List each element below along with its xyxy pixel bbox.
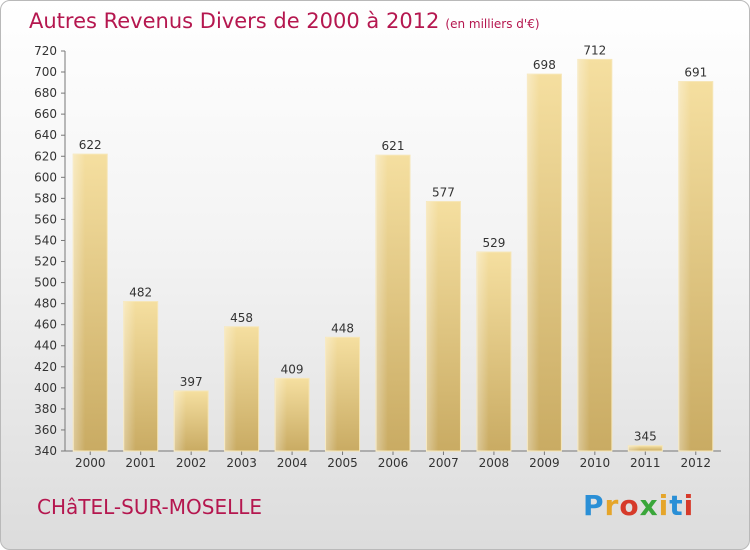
y-tick-label: 700 — [34, 65, 57, 79]
bar-highlight — [174, 391, 187, 451]
logo-letter: t — [669, 489, 684, 522]
y-tick-label: 460 — [34, 318, 57, 332]
y-tick-label: 620 — [34, 149, 57, 163]
x-tick-label: 2001 — [125, 456, 156, 470]
bar-highlight — [376, 155, 388, 452]
x-tick-label: 2005 — [327, 456, 358, 470]
y-tick-label: 580 — [34, 191, 57, 205]
y-tick-label: 600 — [34, 170, 57, 184]
y-tick-label: 680 — [34, 86, 57, 100]
logo-letter: i — [683, 489, 695, 522]
x-tick-label: 2000 — [75, 456, 106, 470]
bar-value-label: 577 — [432, 186, 455, 200]
bar-value-label: 691 — [684, 66, 707, 80]
chart-unit: (en milliers d'€) — [445, 17, 540, 31]
y-tick-label: 660 — [34, 107, 57, 121]
x-tick-label: 2004 — [277, 456, 308, 470]
bar-value-label: 448 — [331, 321, 354, 335]
y-tick-label: 560 — [34, 212, 57, 226]
bar-highlight — [577, 59, 590, 451]
x-tick-label: 2007 — [428, 456, 459, 470]
x-tick-label: 2009 — [529, 456, 560, 470]
bar-value-label: 529 — [482, 236, 505, 250]
y-tick-label: 340 — [34, 444, 57, 458]
bar-value-label: 397 — [180, 375, 203, 389]
bar-highlight — [123, 301, 136, 451]
y-tick-label: 500 — [34, 276, 57, 290]
bar-highlight — [224, 326, 237, 451]
y-axis: 340 360 380 400 420 440 460 480 500 520 540 560 580 6… — [34, 44, 66, 458]
y-tick-label: 440 — [34, 339, 57, 353]
chart-title: Autres Revenus Divers de 2000 à 2012 (en … — [29, 9, 540, 33]
bar-highlight — [73, 154, 86, 451]
bar-value-label: 622 — [79, 138, 102, 152]
x-tick-label: 2002 — [176, 456, 207, 470]
proxiti-logo: Proxiti — [583, 489, 694, 522]
x-tick-label: 2006 — [378, 456, 409, 470]
logo-letter: x — [639, 489, 659, 522]
bar-value-label: 482 — [129, 286, 152, 300]
bar-value-label: 712 — [583, 43, 606, 57]
x-tick-label: 2010 — [580, 456, 611, 470]
y-tick-label: 420 — [34, 360, 57, 374]
x-tick-label: 2012 — [680, 456, 711, 470]
x-tick-label: 2011 — [630, 456, 661, 470]
logo-letter: i — [658, 489, 670, 522]
chart-title-text: Autres Revenus Divers de 2000 à 2012 — [29, 9, 440, 33]
bar-highlight — [275, 378, 287, 451]
bar-highlight — [678, 81, 691, 452]
value-labels: 622 482 397 458 409 448 621 577 529 698 712 345 691 — [79, 43, 707, 443]
y-tick-label: 380 — [34, 402, 57, 416]
x-tick-label: 2003 — [226, 456, 257, 470]
bar-value-label: 345 — [634, 430, 657, 444]
place-name: CHâTEL-SUR-MOSELLE — [37, 495, 263, 519]
bar-highlight — [527, 74, 540, 451]
y-tick-label: 640 — [34, 128, 57, 142]
bars — [72, 58, 714, 452]
x-tick-label: 2008 — [479, 456, 510, 470]
bar-highlight — [628, 445, 641, 451]
bar-value-label: 458 — [230, 311, 253, 325]
bar-value-label: 621 — [382, 139, 405, 153]
logo-letter: r — [604, 489, 620, 522]
y-tick-label: 540 — [34, 233, 57, 247]
y-tick-label: 520 — [34, 255, 57, 269]
logo-letter: P — [583, 489, 605, 522]
bar-value-label: 698 — [533, 58, 556, 72]
y-tick-label: 360 — [34, 423, 57, 437]
y-tick-label: 400 — [34, 381, 57, 395]
y-tick-label: 480 — [34, 297, 57, 311]
bar-highlight — [325, 337, 338, 451]
bar-highlight — [426, 201, 439, 451]
x-axis: 2000 2001 2002 2003 2004 2005 2006 2007 2008 2009… — [65, 450, 721, 470]
y-tick-label: 720 — [34, 44, 57, 58]
bar-value-label: 409 — [281, 362, 304, 376]
bar-highlight — [476, 252, 489, 451]
logo-letter: o — [619, 489, 640, 522]
